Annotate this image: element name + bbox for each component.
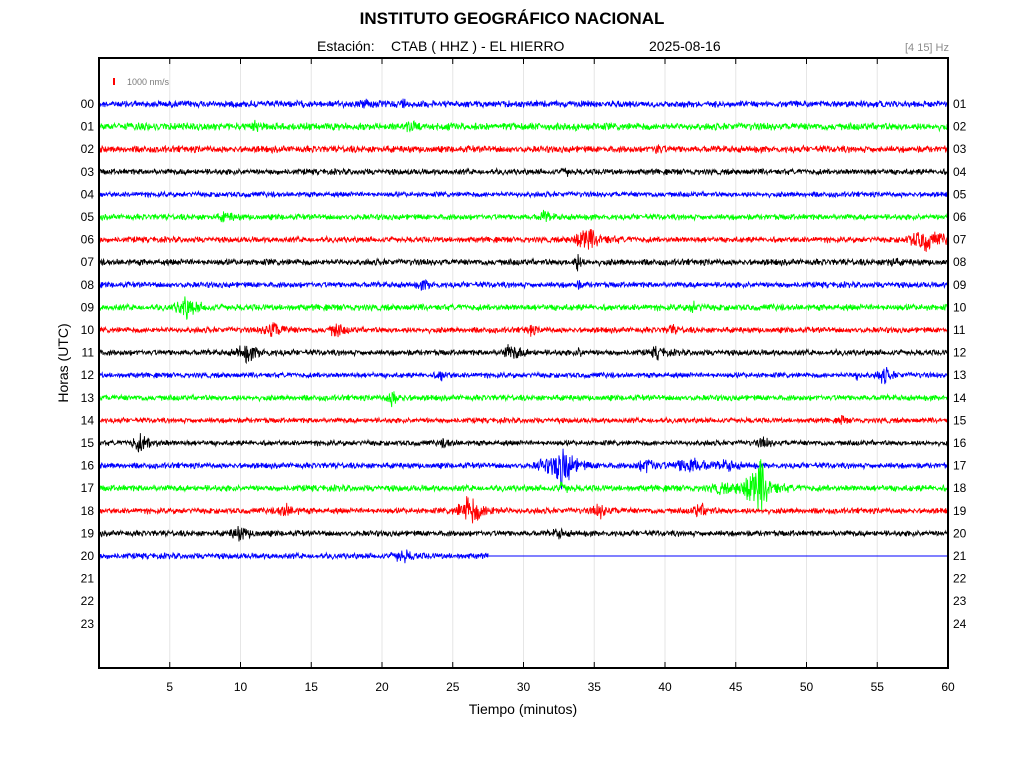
- x-tick-label: 10: [234, 680, 248, 694]
- hour-label-left: 04: [81, 187, 95, 201]
- hour-label-right: 10: [953, 300, 967, 314]
- hour-label-left: 07: [81, 255, 95, 269]
- seismic-traces: [98, 98, 949, 564]
- trace-hour-07: [98, 254, 949, 272]
- hour-label-left: 03: [81, 165, 95, 179]
- hour-label-right: 23: [953, 594, 967, 608]
- hour-label-left: 06: [81, 233, 95, 247]
- trace-hour-20: [98, 549, 489, 564]
- trace-hour-08: [98, 279, 949, 291]
- chart-title: INSTITUTO GEOGRÁFICO NACIONAL: [359, 9, 665, 28]
- trace-hour-01: [98, 119, 949, 133]
- hour-label-right: 12: [953, 346, 967, 360]
- trace-hour-00: [98, 98, 949, 110]
- hour-label-right: 06: [953, 210, 967, 224]
- hour-label-left: 00: [81, 97, 95, 111]
- hour-label-left: 17: [81, 481, 95, 495]
- hour-label-right: 11: [953, 323, 966, 337]
- hour-labels-left: 00 01 02 03 04 05 06 07 08 09 10 11 12 13 14 15 16 17 18 19…: [81, 97, 95, 631]
- frequency-band: [4 15] Hz: [904, 42, 949, 54]
- hour-label-left: 01: [81, 120, 95, 134]
- hour-label-right: 07: [953, 233, 967, 247]
- x-tick-label: 35: [588, 680, 602, 694]
- x-tick-label: 5: [166, 680, 173, 694]
- grid-lines: [169, 58, 878, 668]
- y-axis-label: Horas (UTC): [55, 323, 71, 402]
- trace-hour-18: [98, 496, 949, 524]
- trace-hour-12: [98, 366, 949, 385]
- hour-label-left: 15: [81, 436, 95, 450]
- amplitude-scale: 1000 nm/s: [113, 77, 170, 87]
- hour-label-right: 21: [953, 549, 967, 563]
- hour-label-left: 12: [81, 368, 95, 382]
- hour-label-right: 18: [953, 481, 967, 495]
- hour-label-right: 19: [953, 504, 967, 518]
- x-tick-label: 30: [517, 680, 531, 694]
- x-tick-label: 60: [941, 680, 955, 694]
- x-tick-label: 15: [305, 680, 319, 694]
- hour-label-right: 04: [953, 165, 967, 179]
- trace-hour-13: [98, 391, 949, 408]
- hour-label-right: 05: [953, 187, 967, 201]
- hour-label-right: 08: [953, 255, 967, 269]
- hour-label-left: 14: [81, 413, 95, 427]
- trace-hour-09: [98, 296, 949, 320]
- x-tick-label: 50: [800, 680, 814, 694]
- x-tick-label: 55: [871, 680, 885, 694]
- x-tick-label: 25: [446, 680, 460, 694]
- hour-label-right: 15: [953, 413, 967, 427]
- hour-label-left: 10: [81, 323, 95, 337]
- station-name: CTAB ( HHZ ) - EL HIERRO: [391, 38, 565, 54]
- trace-hour-17: [98, 459, 949, 511]
- hour-label-left: 09: [81, 300, 95, 314]
- hour-label-left: 22: [81, 594, 95, 608]
- station-prefix: Estación:: [317, 38, 375, 54]
- x-tick-label: 45: [729, 680, 743, 694]
- hour-label-right: 17: [953, 459, 967, 473]
- hour-label-left: 02: [81, 142, 95, 156]
- trace-hour-03: [98, 166, 949, 177]
- hour-label-right: 24: [953, 617, 967, 631]
- trace-hour-15: [98, 433, 949, 453]
- trace-hour-14: [98, 414, 949, 425]
- hour-label-left: 11: [82, 346, 95, 360]
- trace-hour-10: [98, 321, 949, 338]
- hour-label-right: 09: [953, 278, 967, 292]
- hour-label-left: 20: [81, 549, 95, 563]
- hour-label-right: 20: [953, 526, 967, 540]
- hour-label-left: 08: [81, 278, 95, 292]
- hour-label-left: 18: [81, 504, 95, 518]
- hour-label-right: 03: [953, 142, 967, 156]
- trace-hour-19: [98, 525, 949, 542]
- trace-hour-11: [98, 344, 949, 365]
- x-axis-label: Tiempo (minutos): [469, 701, 577, 717]
- hour-label-right: 14: [953, 391, 967, 405]
- trace-hour-16: [98, 448, 949, 490]
- hour-label-left: 21: [81, 572, 95, 586]
- hour-labels-right: 01 02 03 04 05 06 07 08 09 10 11 12 13 14 15 16 17 18 19 20…: [953, 97, 967, 631]
- hour-label-left: 16: [81, 459, 95, 473]
- hour-label-left: 23: [81, 617, 95, 631]
- trace-hour-06: [98, 229, 949, 252]
- hour-label-left: 13: [81, 391, 95, 405]
- scale-bar-label: 1000 nm/s: [127, 77, 170, 87]
- hour-label-right: 01: [953, 97, 967, 111]
- hour-label-right: 13: [953, 368, 967, 382]
- trace-hour-02: [98, 144, 949, 155]
- hour-label-right: 22: [953, 572, 967, 586]
- trace-hour-04: [98, 189, 949, 199]
- x-tick-label: 20: [375, 680, 389, 694]
- trace-hour-05: [98, 209, 949, 223]
- hour-label-left: 05: [81, 210, 95, 224]
- hour-label-left: 19: [81, 526, 95, 540]
- x-tick-label: 40: [658, 680, 672, 694]
- hour-label-right: 16: [953, 436, 967, 450]
- x-axis-ticks: 5 10 15 20 25 30 35 40 45 50 55 60: [166, 58, 955, 694]
- record-date: 2025-08-16: [649, 38, 721, 54]
- hour-label-right: 02: [953, 120, 967, 134]
